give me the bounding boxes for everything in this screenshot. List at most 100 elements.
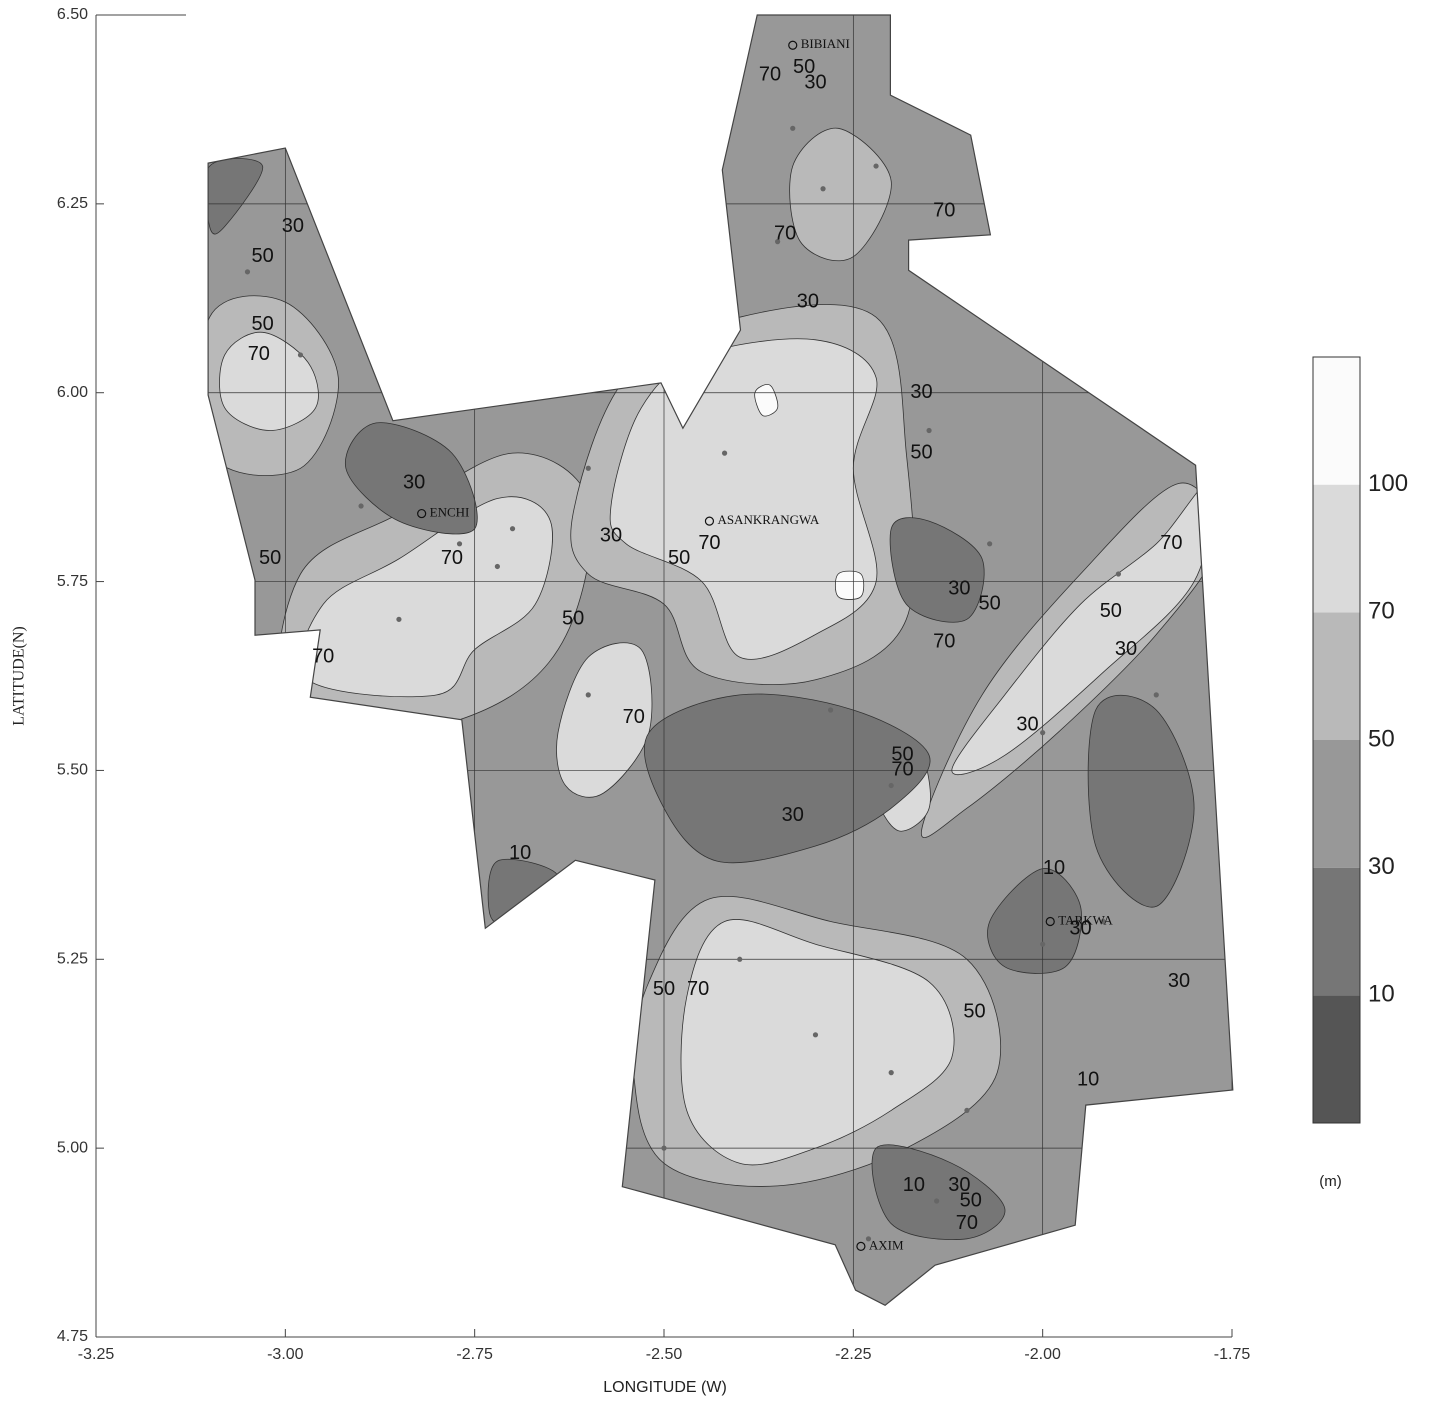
contour-label: 70 [759,64,781,86]
sample-point [790,126,795,131]
sample-point [396,617,401,622]
x-tick-label: -2.50 [646,1346,683,1363]
map-layer: 70 50 30 70 70 30 30 50 50 70 30 30 70 50 70 50 50 70 70 30… [96,15,1233,1337]
place-name: ASANKRANGWA [717,512,819,527]
contour-label: 30 [282,215,304,237]
place-name: AXIM [869,1237,904,1252]
contour-label: 10 [1077,1068,1099,1090]
contour-label: 70 [891,759,913,781]
contour-label: 70 [698,532,720,554]
contour-label: 30 [1115,638,1137,660]
colorbar-label: 30 [1368,853,1395,880]
y-axis-label: LATITUDE(N) [11,626,28,726]
sample-point [934,1198,939,1203]
contour-label: 50 [910,441,932,463]
contour-label: 30 [804,71,826,93]
sample-point [1040,730,1045,735]
y-tick-label: 4.75 [57,1328,88,1345]
contour-label: 50 [979,593,1001,615]
sample-point [586,466,591,471]
contour-label: 50 [562,608,584,630]
sample-point [298,352,303,357]
contour-label: 70 [1160,532,1182,554]
contour-label: 70 [687,978,709,1000]
sample-point [987,541,992,546]
colorbar-band [1313,995,1360,1123]
x-tick-label: -3.00 [267,1346,304,1363]
sample-point [1154,692,1159,697]
contour-label: 50 [259,547,281,569]
sample-point [737,957,742,962]
sample-point [1116,571,1121,576]
contour-label: 70 [248,343,270,365]
sample-point [457,541,462,546]
contour-label: 10 [903,1174,925,1196]
sample-point [813,1032,818,1037]
contour-band [488,859,558,924]
sample-point [828,707,833,712]
colorbar-unit: (m) [1319,1173,1342,1190]
contour-label: 50 [653,978,675,1000]
sample-point [495,564,500,569]
sample-point [889,1070,894,1075]
place-name: TARKWA [1058,912,1113,927]
x-axis-label: LONGITUDE (W) [603,1379,727,1396]
place-name: BIBIANI [801,36,850,51]
y-tick-label: 5.75 [57,573,88,590]
x-tick-label: -2.75 [456,1346,493,1363]
y-tick-label: 5.25 [57,951,88,968]
contour-label: 50 [251,245,273,267]
contour-label: 50 [963,1000,985,1022]
y-tick-label: 5.00 [57,1139,88,1156]
sample-point [1040,942,1045,947]
contour-label: 50 [668,547,690,569]
contour-label: 30 [797,290,819,312]
contour-label: 70 [774,222,796,244]
contour-band [835,571,863,599]
contour-label: 70 [441,547,463,569]
contour-label: 30 [910,381,932,403]
colorbar-band [1313,740,1360,868]
contour-label: 70 [623,706,645,728]
colorbar-band [1313,868,1360,996]
contour-label: 30 [403,472,425,494]
colorbar-band [1313,612,1360,740]
sample-point [510,526,515,531]
colorbar-label: 100 [1368,470,1408,497]
y-tick-label: 6.50 [57,6,88,23]
colorbar-label: 50 [1368,725,1395,752]
sample-point [358,503,363,508]
contour-label: 30 [1016,713,1038,735]
colorbar-label: 70 [1368,598,1395,625]
contour-label: 10 [509,842,531,864]
x-tick-label: -3.25 [78,1346,115,1363]
contour-label: 70 [933,630,955,652]
chart: 70 50 30 70 70 30 30 50 50 70 30 30 70 50 70 50 50 70 70 30… [0,0,1432,1402]
sample-point [661,1146,666,1151]
sample-point [873,163,878,168]
contour-label: 30 [948,577,970,599]
contour-label: 70 [956,1212,978,1234]
y-tick-label: 6.25 [57,195,88,212]
contour-label: 70 [312,645,334,667]
y-tick-label: 6.00 [57,384,88,401]
sample-point [889,783,894,788]
contour-label: 50 [251,313,273,335]
sample-point [820,186,825,191]
sample-point [964,1108,969,1113]
place-name: ENCHI [430,505,470,520]
contour-label: 30 [782,804,804,826]
contour-label: 50 [1100,600,1122,622]
contour-label: 30 [1168,970,1190,992]
colorbar-label: 10 [1368,981,1395,1008]
sample-point [245,269,250,274]
x-tick-label: -2.00 [1024,1346,1061,1363]
sample-point [722,451,727,456]
y-tick-label: 5.50 [57,762,88,779]
contour-label: 70 [933,200,955,222]
contour-label: 10 [1043,857,1065,879]
sample-point [926,428,931,433]
colorbar-band [1313,485,1360,613]
sample-point [586,692,591,697]
colorbar-band [1313,357,1360,485]
